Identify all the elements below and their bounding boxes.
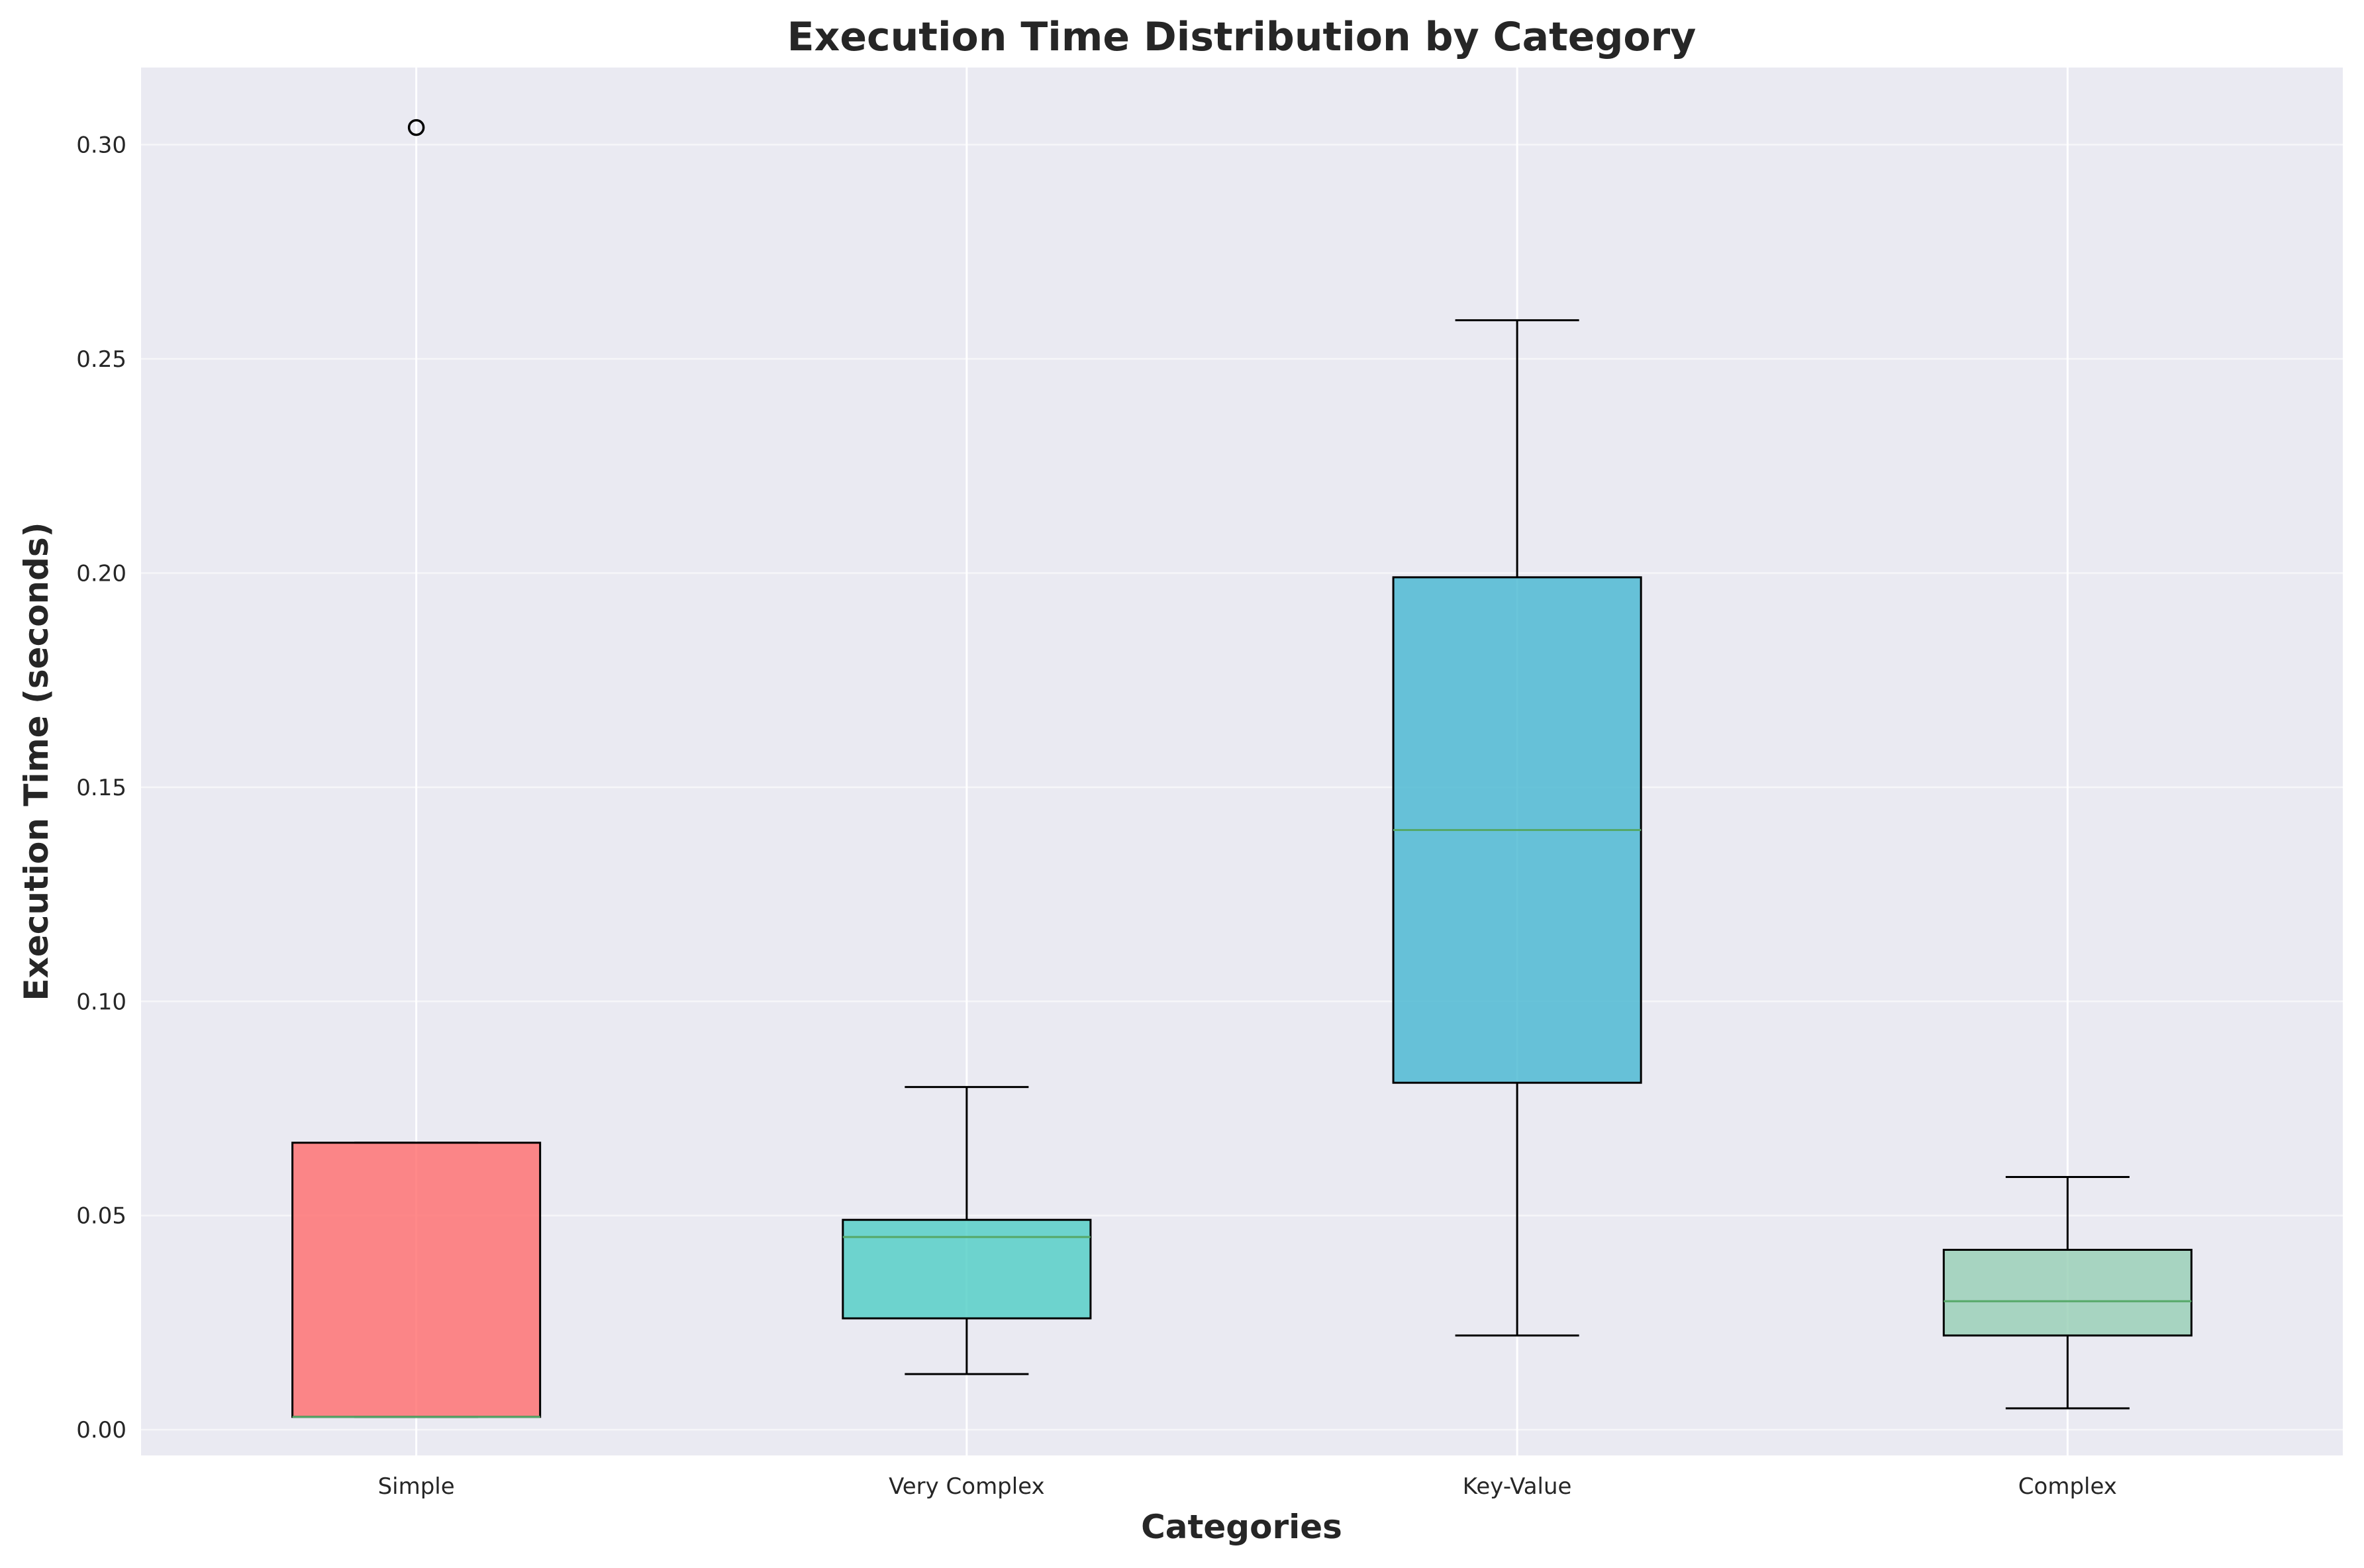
box-very-complex bbox=[842, 1086, 1092, 1375]
box-simple bbox=[291, 119, 542, 1418]
y-tick-label: 0.25 bbox=[76, 346, 126, 373]
y-tick-label: 0.15 bbox=[76, 775, 126, 801]
box-key-value bbox=[1392, 319, 1642, 1337]
outlier-point bbox=[407, 119, 425, 136]
x-tick-label: Complex bbox=[2018, 1473, 2117, 1500]
box-complex bbox=[1942, 1176, 2192, 1410]
box-body bbox=[1942, 1248, 2192, 1337]
y-tick-label: 0.05 bbox=[76, 1203, 126, 1230]
chart-title: Execution Time Distribution by Category bbox=[787, 14, 1697, 60]
y-tick-label: 0.00 bbox=[76, 1417, 126, 1444]
box-body bbox=[842, 1218, 1092, 1320]
y-tick-label: 0.10 bbox=[76, 989, 126, 1015]
box-layer bbox=[291, 119, 2192, 1418]
x-axis-label: Categories bbox=[1141, 1508, 1342, 1546]
x-tick-label: Simple bbox=[378, 1473, 455, 1500]
tick-layer: 0.00 0.05 0.10 0.15 0.20 0.25 0.30 Simple Very C… bbox=[76, 132, 2117, 1500]
y-tick-label: 0.30 bbox=[76, 132, 126, 158]
y-tick-label: 0.20 bbox=[76, 560, 126, 587]
x-tick-label: Key-Value bbox=[1463, 1473, 1572, 1500]
y-axis-label: Execution Time (seconds) bbox=[17, 522, 56, 1001]
box-body bbox=[291, 1142, 542, 1418]
x-tick-label: Very Complex bbox=[889, 1473, 1045, 1500]
